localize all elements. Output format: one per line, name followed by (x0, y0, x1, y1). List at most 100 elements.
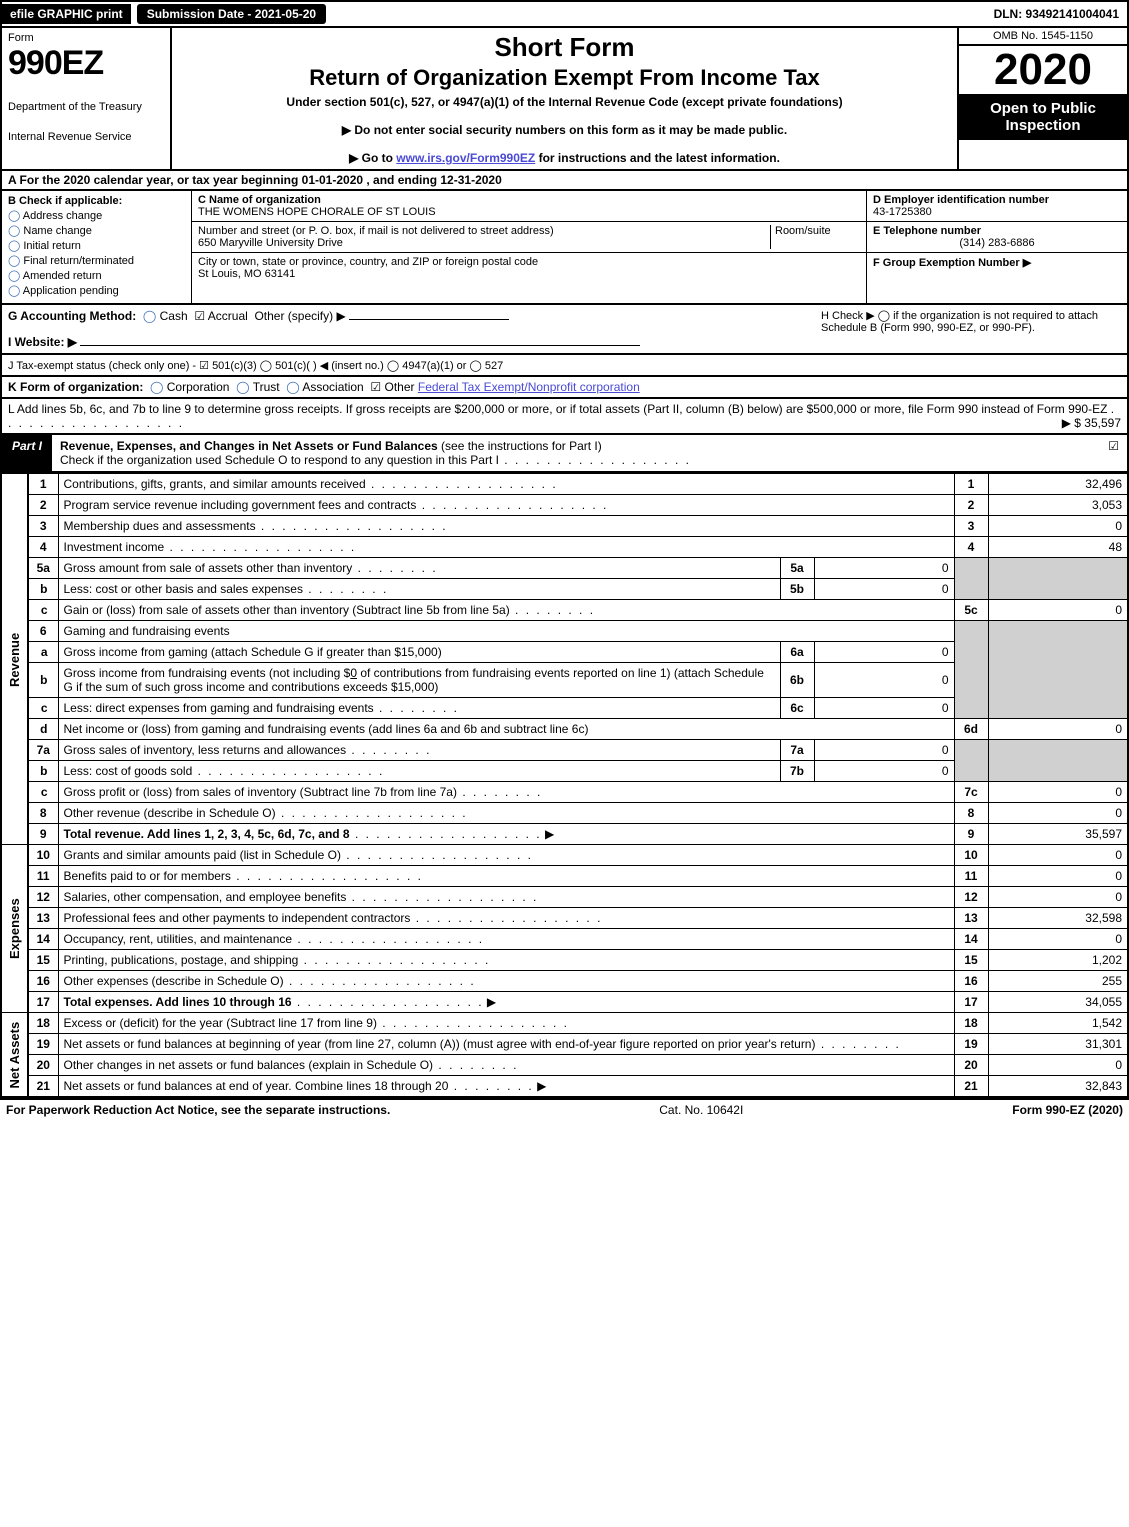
grey-7v (988, 740, 1128, 782)
ln-4: 4 (28, 537, 58, 558)
ln-16: 16 (28, 971, 58, 992)
desc-6c: Less: direct expenses from gaming and fu… (64, 701, 374, 715)
chk-other-specify[interactable]: Other (specify) ▶ (254, 309, 345, 323)
desc-6a: Gross income from gaming (attach Schedul… (64, 645, 442, 659)
val-19: 31,301 (988, 1034, 1128, 1055)
ln-6d: d (28, 719, 58, 740)
goto-post: for instructions and the latest informat… (535, 151, 780, 165)
part-1-title: Revenue, Expenses, and Changes in Net As… (52, 435, 699, 471)
ln-18: 18 (28, 1013, 58, 1034)
grey-5v (988, 558, 1128, 600)
part-1-checkbox[interactable]: ☑ (1100, 435, 1127, 471)
rln-8: 8 (954, 803, 988, 824)
rln-9: 9 (954, 824, 988, 845)
chk-trust[interactable]: Trust (236, 380, 279, 394)
ln-7c: c (28, 782, 58, 803)
top-bar: efile GRAPHIC print Submission Date - 20… (0, 0, 1129, 26)
netassets-vlabel: Net Assets (1, 1013, 28, 1098)
chk-other-org[interactable]: Other (370, 380, 414, 394)
sval-7b: 0 (814, 761, 954, 782)
val-18: 1,542 (988, 1013, 1128, 1034)
val-6d: 0 (988, 719, 1128, 740)
desc-20: Other changes in net assets or fund bala… (64, 1058, 434, 1072)
rln-12: 12 (954, 887, 988, 908)
val-8: 0 (988, 803, 1128, 824)
chk-application-pending[interactable]: Application pending (8, 284, 185, 297)
tax-year: 2020 (959, 46, 1127, 94)
org-name-label: C Name of organization (198, 194, 321, 206)
org-addr-box: Number and street (or P. O. box, if mail… (192, 222, 866, 253)
irs-link[interactable]: www.irs.gov/Form990EZ (396, 151, 535, 165)
rln-6d: 6d (954, 719, 988, 740)
part-1-tag: Part I (2, 435, 52, 471)
val-2: 3,053 (988, 495, 1128, 516)
org-city-box: City or town, state or province, country… (192, 253, 866, 283)
org-name-box: C Name of organization THE WOMENS HOPE C… (192, 191, 866, 222)
desc-19: Net assets or fund balances at beginning… (64, 1037, 816, 1051)
chk-name-change[interactable]: Name change (8, 224, 185, 237)
j-tax-exempt: J Tax-exempt status (check only one) - ☑… (8, 360, 503, 372)
col-c-org-info: C Name of organization THE WOMENS HOPE C… (192, 191, 867, 303)
omb-number: OMB No. 1545-1150 (959, 28, 1127, 46)
sln-5a: 5a (780, 558, 814, 579)
l-amount: ▶ $ 35,597 (1062, 416, 1121, 430)
rln-14: 14 (954, 929, 988, 950)
ein-label: D Employer identification number (873, 194, 1049, 206)
col-b-checkboxes: B Check if applicable: Address change Na… (2, 191, 192, 303)
rln-15: 15 (954, 950, 988, 971)
desc-5a: Gross amount from sale of assets other t… (64, 561, 353, 575)
rln-13: 13 (954, 908, 988, 929)
revenue-vlabel: Revenue (1, 474, 28, 845)
ln-11: 11 (28, 866, 58, 887)
ln-21: 21 (28, 1076, 58, 1098)
desc-3: Membership dues and assessments (64, 519, 256, 533)
sln-7b: 7b (780, 761, 814, 782)
chk-amended-return[interactable]: Amended return (8, 269, 185, 282)
accounting-method: G Accounting Method: Cash Accrual Other … (8, 309, 821, 349)
open-inspection: Open to Public Inspection (959, 94, 1127, 140)
chk-address-change[interactable]: Address change (8, 209, 185, 222)
efile-print-label[interactable]: efile GRAPHIC print (2, 4, 131, 24)
chk-corporation[interactable]: Corporation (150, 380, 229, 394)
chk-cash[interactable]: Cash (143, 309, 188, 323)
chk-final-return[interactable]: Final return/terminated (8, 254, 185, 267)
website-line[interactable] (80, 345, 640, 346)
val-1: 32,496 (988, 474, 1128, 495)
goto-notice: ▶ Go to www.irs.gov/Form990EZ for instru… (182, 151, 947, 165)
l-text: L Add lines 5b, 6c, and 7b to line 9 to … (8, 402, 1107, 416)
chk-association[interactable]: Association (286, 380, 363, 394)
row-a-tax-year: A For the 2020 calendar year, or tax yea… (0, 171, 1129, 191)
desc-17: Total expenses. Add lines 10 through 16 (64, 995, 292, 1009)
sln-5b: 5b (780, 579, 814, 600)
desc-13: Professional fees and other payments to … (64, 911, 411, 925)
ein-box: D Employer identification number 43-1725… (867, 191, 1127, 222)
val-5c: 0 (988, 600, 1128, 621)
rln-1: 1 (954, 474, 988, 495)
desc-6: Gaming and fundraising events (58, 621, 954, 642)
dln-label: DLN: 93492141004041 (994, 7, 1127, 21)
other-specify-line[interactable] (349, 319, 509, 320)
sval-5b: 0 (814, 579, 954, 600)
ln-19: 19 (28, 1034, 58, 1055)
desc-21: Net assets or fund balances at end of ye… (64, 1079, 449, 1093)
val-10: 0 (988, 845, 1128, 866)
ln-6a: a (28, 642, 58, 663)
chk-initial-return[interactable]: Initial return (8, 239, 185, 252)
ln-14: 14 (28, 929, 58, 950)
rln-17: 17 (954, 992, 988, 1013)
sval-5a: 0 (814, 558, 954, 579)
form-word: Form (8, 32, 164, 44)
ln-5b: b (28, 579, 58, 600)
ln-20: 20 (28, 1055, 58, 1076)
desc-14: Occupancy, rent, utilities, and maintena… (64, 932, 293, 946)
part-1-sub: (see the instructions for Part I) (438, 439, 602, 453)
chk-accrual[interactable]: Accrual (194, 309, 247, 323)
sval-6b: 0 (814, 663, 954, 698)
tel-box: E Telephone number (314) 283-6886 (867, 222, 1127, 253)
rln-7c: 7c (954, 782, 988, 803)
other-org-value: Federal Tax Exempt/Nonprofit corporation (418, 380, 640, 394)
val-13: 32,598 (988, 908, 1128, 929)
city-value: St Louis, MO 63141 (198, 268, 295, 280)
desc-5c: Gain or (loss) from sale of assets other… (64, 603, 510, 617)
ln-8: 8 (28, 803, 58, 824)
